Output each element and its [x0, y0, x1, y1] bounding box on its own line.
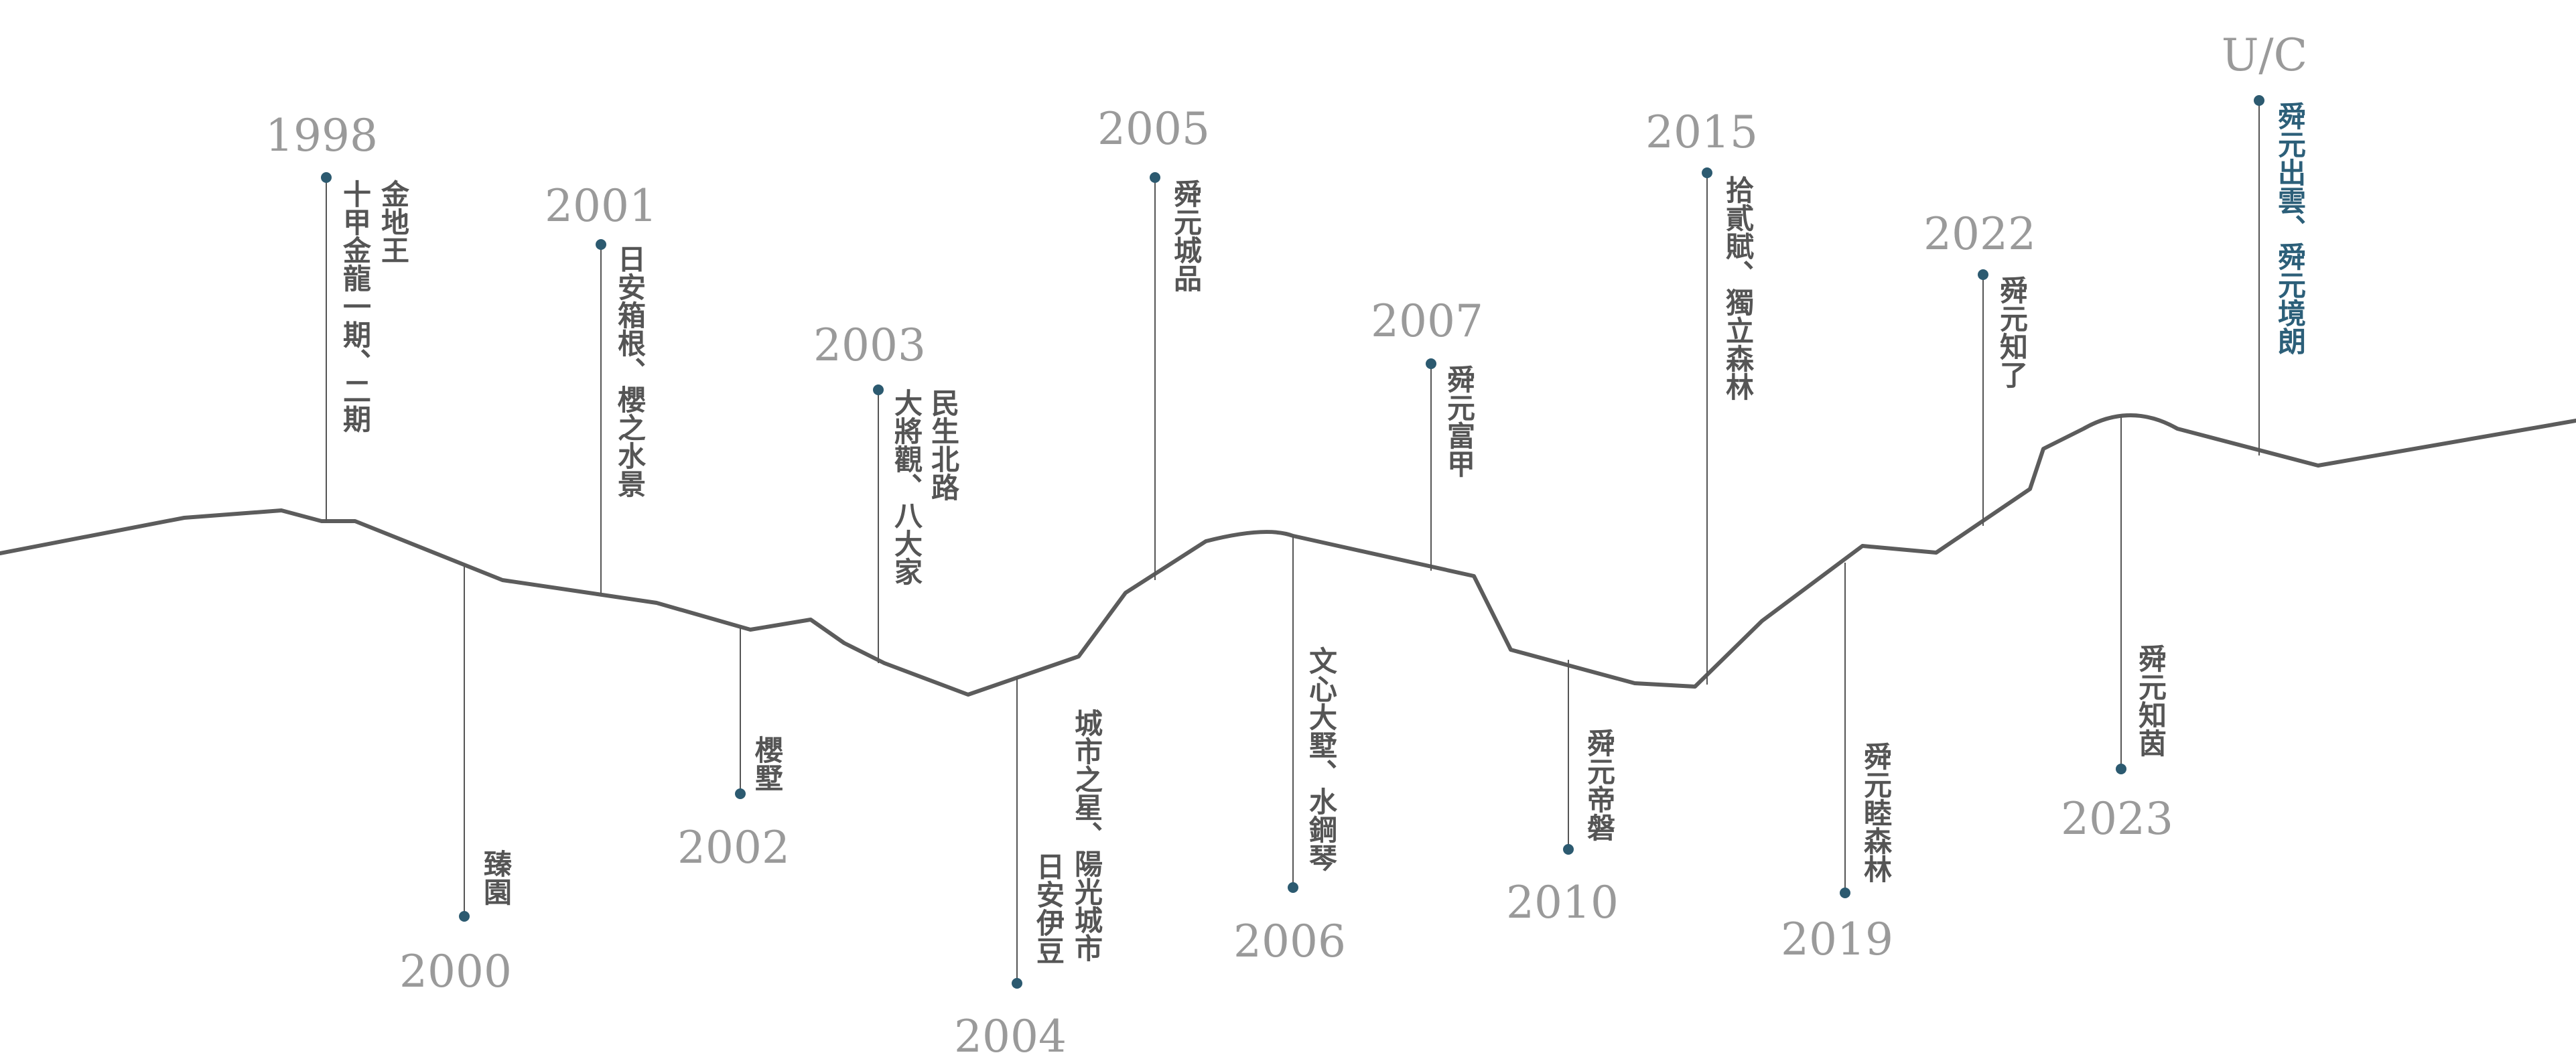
year-2023: 2023 [2061, 793, 2173, 845]
marker-2005 [1150, 172, 1160, 183]
year-2004: 2004 [954, 1011, 1067, 1057]
year-2022: 2022 [1923, 208, 2036, 260]
year-2005: 2005 [1097, 103, 1210, 155]
project-2004-2: 日安伊豆 [1032, 852, 1065, 965]
project-2005-1: 舜元城品 [1170, 180, 1203, 292]
marker-uc [2254, 95, 2264, 106]
year-2006: 2006 [1233, 916, 1346, 967]
project-2022-1: 舜元知了 [1996, 276, 2029, 389]
project-2003-2: 大將觀、八大家 [890, 389, 923, 585]
marker-2023 [2116, 764, 2126, 774]
year-1998: 1998 [265, 110, 378, 161]
year-2010: 2010 [1506, 877, 1619, 928]
project-2007-1: 舜元富甲 [1443, 365, 1476, 478]
marker-2002 [735, 788, 746, 799]
project-2015-1: 拾貳賦、獨立森林 [1722, 175, 1755, 401]
project-2002-1: 櫻墅 [751, 735, 784, 792]
marker-2000 [459, 911, 470, 922]
year-2003: 2003 [813, 320, 926, 371]
year-2007: 2007 [1371, 295, 1483, 347]
project-1998-2: 十甲金龍一期、二期 [339, 180, 372, 433]
marker-2004 [1012, 978, 1022, 989]
terrain-line [0, 413, 2576, 697]
project-2010-1: 舜元帝磐 [1583, 729, 1616, 841]
project-2001-1: 日安箱根、櫻之水景 [614, 244, 647, 498]
project-1998-1: 金地王 [377, 180, 410, 264]
marker-2003 [873, 384, 884, 395]
project-2006-1: 文心大墅、水鋼琴 [1305, 646, 1338, 871]
project-2023-1: 舜元知茵 [2134, 644, 2167, 757]
year-2019: 2019 [1781, 914, 1893, 965]
year-uc: U/C [2222, 29, 2307, 81]
year-2000: 2000 [399, 946, 512, 997]
project-2000-1: 臻園 [480, 849, 513, 906]
marker-2019 [1840, 888, 1850, 898]
marker-2015 [1702, 167, 1712, 178]
project-2003-1: 民生北路 [927, 389, 960, 501]
marker-2007 [1426, 358, 1436, 369]
project-2019-1: 舜元睦森林 [1860, 742, 1893, 883]
marker-2010 [1563, 844, 1574, 855]
year-2002: 2002 [677, 822, 790, 873]
year-2015: 2015 [1645, 107, 1758, 158]
marker-2006 [1288, 882, 1298, 893]
marker-1998 [321, 172, 332, 183]
project-uc-1: 舜元出雲、舜元境朗 [2274, 102, 2307, 355]
year-2001: 2001 [545, 180, 657, 232]
project-2004-1: 城市之星、陽光城市 [1071, 709, 1103, 962]
marker-2001 [596, 239, 606, 250]
marker-2022 [1978, 269, 1988, 280]
